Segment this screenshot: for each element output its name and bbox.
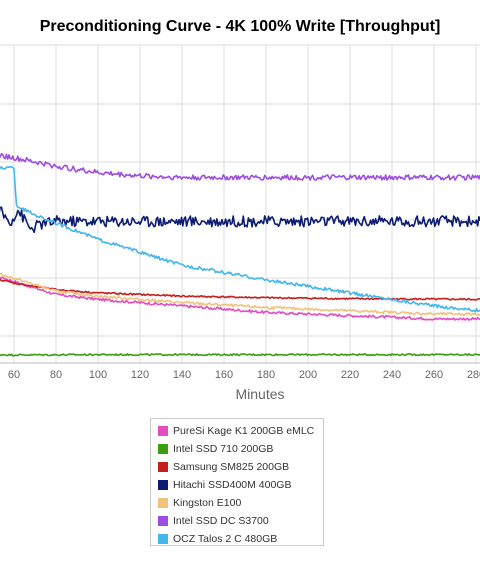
chart-title: Preconditioning Curve - 4K 100% Write [T… — [39, 18, 441, 35]
x-tick-label: 260 — [425, 369, 443, 381]
legend-swatch — [158, 480, 168, 490]
x-tick-label: 80 — [50, 369, 62, 381]
series-line-samsung-sm825-200gb — [0, 278, 480, 301]
legend-item: PureSi Kage K1 200GB eMLC — [158, 422, 323, 440]
grid-lines — [0, 44, 480, 364]
legend-swatch — [158, 444, 168, 454]
series-line-intel-ssd-dc-s3700 — [0, 153, 480, 181]
legend-swatch — [158, 498, 168, 508]
legend-swatch — [158, 534, 168, 544]
series-line-ocz-talos-2-c-480gb — [0, 165, 480, 313]
x-tick-label: 220 — [341, 369, 359, 381]
x-tick-label: 160 — [215, 369, 233, 381]
x-tick-label: 200 — [299, 369, 317, 381]
x-tick-label: 180 — [257, 369, 275, 381]
legend-swatch — [158, 462, 168, 472]
legend: PureSi Kage K1 200GB eMLC Intel SSD 710 2… — [150, 418, 324, 546]
series-line-intel-ssd-710-200gb — [0, 352, 480, 357]
series-line-puresi-kage-k1-200gb-emlc — [0, 275, 480, 321]
legend-item: Intel SSD 710 200GB — [158, 440, 323, 458]
legend-item: Kingston E100 — [158, 494, 323, 512]
x-tick-label: 100 — [89, 369, 107, 381]
legend-label: Kingston E100 — [173, 497, 242, 509]
legend-swatch — [158, 426, 168, 436]
legend-item: Intel SSD DC S3700 — [158, 512, 323, 530]
legend-label: PureSi Kage K1 200GB eMLC — [173, 425, 315, 437]
legend-item: Hitachi SSD400M 400GB — [158, 476, 323, 494]
legend-label: Samsung SM825 200GB — [173, 461, 290, 473]
series-line-hitachi-ssd400m-400gb — [0, 206, 480, 234]
x-tick-labels: 60 80 100 120 140 160 180 200 220 240 260 280 — [8, 369, 480, 381]
legend-label: Hitachi SSD400M 400GB — [173, 479, 292, 491]
x-tick-label: 60 — [8, 369, 20, 381]
x-tick-label: 240 — [383, 369, 401, 381]
x-tick-label: 140 — [173, 369, 191, 381]
legend-item: Samsung SM825 200GB — [158, 458, 323, 476]
legend-swatch — [158, 516, 168, 526]
x-tick-label: 280 — [467, 369, 480, 381]
x-tick-label: 120 — [131, 369, 149, 381]
legend-label: Intel SSD DC S3700 — [173, 515, 269, 527]
x-axis-label: Minutes — [235, 386, 285, 402]
legend-label: OCZ Talos 2 C 480GB — [173, 533, 278, 545]
legend-item: OCZ Talos 2 C 480GB — [158, 530, 323, 548]
series-line-kingston-e100 — [0, 272, 480, 317]
series-lines — [0, 153, 480, 357]
legend-label: Intel SSD 710 200GB — [173, 443, 274, 455]
